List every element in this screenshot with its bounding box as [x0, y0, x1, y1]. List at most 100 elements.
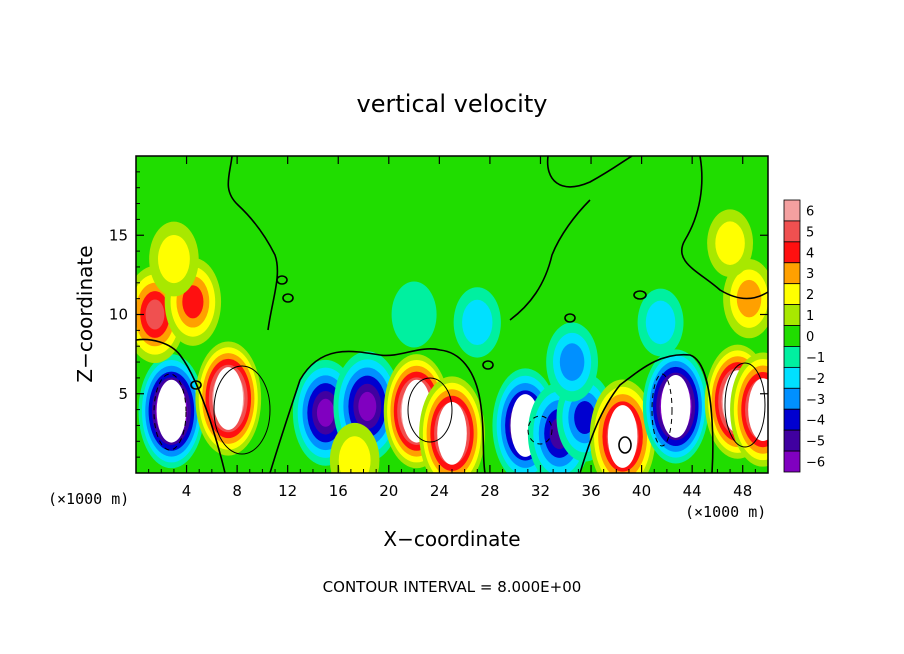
- colorbar-swatch: [783, 366, 801, 389]
- colorbar-label: 0: [806, 330, 814, 345]
- colorbar-swatch: [783, 346, 801, 368]
- velocity-band: [462, 299, 493, 346]
- colorbar-swatch: [783, 408, 801, 431]
- contour-interval-note: CONTOUR INTERVAL = 8.000E+00: [323, 578, 582, 596]
- velocity-cell-19: [453, 287, 501, 358]
- colorbar-swatch: [783, 387, 801, 410]
- velocity-core: [156, 379, 187, 443]
- colorbar-label: 4: [806, 246, 814, 261]
- velocity-cell-20: [391, 281, 437, 348]
- colorbar-label: −4: [806, 414, 825, 429]
- velocity-cell-1: [195, 341, 262, 456]
- x-unit-left: (×1000 m): [48, 490, 129, 508]
- velocity-band: [574, 401, 596, 435]
- x-tick-label: 12: [278, 482, 297, 500]
- colorbar-label: −1: [806, 351, 825, 366]
- small-contour-f: [190, 380, 202, 390]
- negative-contour-31: [527, 415, 553, 445]
- colorbar-label: −6: [806, 456, 825, 471]
- y-axis-ticks: 5 10 15: [109, 171, 768, 458]
- x-unit-right: (×1000 m): [685, 503, 766, 521]
- velocity-band: [645, 300, 676, 345]
- x-tick-label: 20: [379, 482, 398, 500]
- velocity-band: [559, 343, 585, 381]
- colorbar-label: −3: [806, 393, 825, 408]
- colorbar-label: 6: [806, 204, 814, 219]
- velocity-band: [316, 398, 335, 427]
- velocity-cell-10: [589, 379, 656, 473]
- x-axis-ticks: 4 8 12 16 20 24 28 32 36 40 44 48: [148, 156, 756, 500]
- zero-contour-lower-mid: [269, 348, 486, 473]
- x-tick-label: 40: [632, 482, 651, 500]
- negative-contour-3: [153, 373, 187, 451]
- velocity-cell-21: [637, 288, 684, 357]
- colorbar-swatch: [783, 241, 801, 264]
- y-tick-label: 10: [109, 306, 128, 324]
- velocity-core: [213, 367, 244, 430]
- colorbar-label: −5: [806, 435, 825, 450]
- velocity-cell-16: [149, 221, 199, 297]
- colorbar-swatch: [783, 262, 801, 285]
- velocity-core: [660, 375, 691, 438]
- velocity-band: [358, 391, 377, 422]
- velocity-cell-18: [707, 209, 754, 278]
- colorbar-swatch: [783, 304, 801, 326]
- colorbar-swatch: [783, 429, 801, 452]
- chart-title: vertical velocity: [357, 90, 548, 118]
- colorbar-label: 2: [806, 288, 814, 303]
- small-contour-c: [482, 360, 494, 370]
- velocity-band: [182, 285, 204, 319]
- velocity-cell-11: [642, 349, 709, 464]
- positive-contour-47: [724, 362, 766, 448]
- colorbar-label: −2: [806, 372, 825, 387]
- velocity-band: [715, 221, 745, 265]
- small-contour-b: [282, 293, 294, 303]
- colorbar-swatch: [783, 283, 801, 306]
- positive-contour-8: [213, 365, 271, 455]
- x-tick-label: 28: [480, 482, 499, 500]
- x-tick-label: 16: [329, 482, 348, 500]
- colorbar-label: 3: [806, 267, 814, 282]
- x-tick-label: 32: [531, 482, 550, 500]
- x-axis-label: X−coordinate: [383, 527, 520, 551]
- velocity-band: [145, 299, 165, 330]
- contour-lines: [136, 156, 768, 473]
- small-contour-a: [276, 275, 288, 285]
- x-tick-label: 48: [733, 482, 752, 500]
- colorbar-swatch: [783, 199, 801, 222]
- y-tick-label: 15: [109, 226, 128, 244]
- y-axis-label: Z−coordinate: [73, 245, 97, 382]
- positive-contour-24: [407, 377, 453, 443]
- x-tick-label: 24: [430, 482, 449, 500]
- zero-contour-right: [509, 156, 633, 321]
- small-contour-g: [618, 436, 632, 454]
- velocity-core: [437, 401, 467, 465]
- small-contour-d: [564, 313, 576, 323]
- x-tick-label: 36: [581, 482, 600, 500]
- small-contour-e: [633, 290, 647, 300]
- x-tick-label: 44: [683, 482, 702, 500]
- zero-contour-lower-right: [579, 353, 714, 473]
- velocity-band: [157, 234, 190, 284]
- negative-contour-42: [651, 373, 673, 447]
- velocity-core: [607, 405, 638, 468]
- colorbar-swatch: [783, 325, 801, 347]
- zero-contour-far-right: [680, 156, 768, 300]
- y-tick-label: 5: [118, 385, 128, 403]
- velocity-cell-4: [329, 422, 380, 473]
- velocity-cell-6: [419, 376, 485, 473]
- colorbar-label: 5: [806, 225, 814, 240]
- velocity-cell-22: [546, 322, 598, 402]
- x-tick-label: 4: [182, 482, 192, 500]
- x-tick-label: 8: [232, 482, 242, 500]
- colorbar-label: 1: [806, 309, 814, 324]
- velocity-cell-0: [138, 354, 205, 469]
- colorbar: 6 5 4 3 2 1 0 −1 −2 −3 −4 −5 −6: [783, 199, 825, 473]
- colorbar-swatch: [783, 220, 801, 243]
- colorbar-swatch: [783, 450, 801, 473]
- velocity-band: [391, 281, 437, 348]
- velocity-band: [338, 436, 371, 473]
- zero-contour-upper: [227, 156, 279, 331]
